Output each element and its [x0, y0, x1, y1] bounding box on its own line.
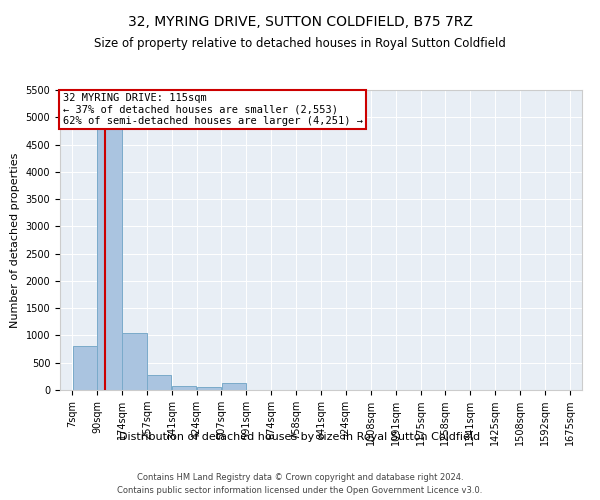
Bar	[221, 383, 246, 390]
Bar	[147, 376, 172, 390]
Text: Contains HM Land Registry data © Crown copyright and database right 2024.: Contains HM Land Registry data © Crown c…	[137, 472, 463, 482]
Bar	[97, 112, 122, 390]
Text: Distribution of detached houses by size in Royal Sutton Coldfield: Distribution of detached houses by size …	[119, 432, 481, 442]
Bar	[122, 332, 146, 390]
Text: 32 MYRING DRIVE: 115sqm
← 37% of detached houses are smaller (2,553)
62% of semi: 32 MYRING DRIVE: 115sqm ← 37% of detache…	[62, 93, 362, 126]
Bar	[172, 386, 196, 390]
Y-axis label: Number of detached properties: Number of detached properties	[10, 152, 20, 328]
Text: Size of property relative to detached houses in Royal Sutton Coldfield: Size of property relative to detached ho…	[94, 38, 506, 51]
Bar	[197, 388, 221, 390]
Text: 32, MYRING DRIVE, SUTTON COLDFIELD, B75 7RZ: 32, MYRING DRIVE, SUTTON COLDFIELD, B75 …	[128, 15, 472, 29]
Bar	[73, 346, 97, 390]
Text: Contains public sector information licensed under the Open Government Licence v3: Contains public sector information licen…	[118, 486, 482, 495]
